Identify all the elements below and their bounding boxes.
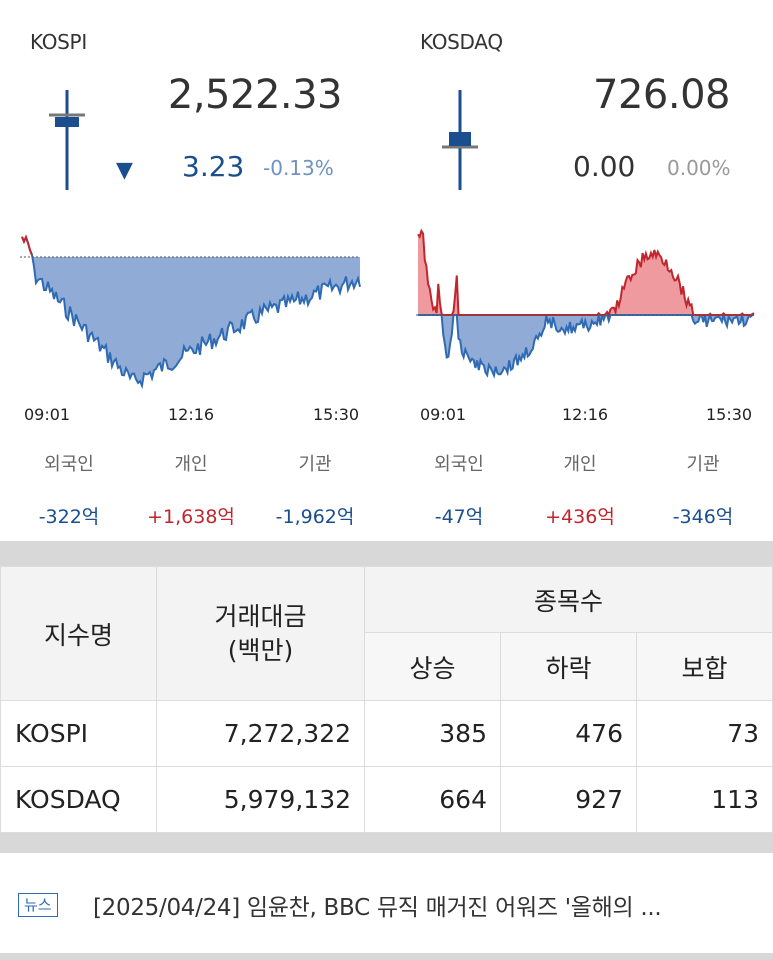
- investor-labels: 외국인 개인 기관: [0, 450, 370, 480]
- header-trade-volume: 거래대금 (백만): [156, 566, 365, 701]
- time-axis: 09:01 12:16 15:30: [0, 405, 370, 429]
- header-index-name: 지수명: [0, 566, 157, 701]
- investor-values: -47억 +436억 -346억: [400, 502, 770, 532]
- row-index-name: KOSPI: [0, 700, 157, 767]
- section-divider: [0, 833, 773, 853]
- index-value: 2,522.33: [167, 72, 343, 118]
- index-value: 726.08: [593, 72, 730, 118]
- section-divider: [0, 541, 773, 566]
- investor-labels: 외국인 개인 기관: [400, 450, 770, 480]
- investor-institution-value: -1,962억: [275, 506, 355, 528]
- investor-foreign-value: -47억: [434, 506, 484, 528]
- time-label: 09:01: [420, 405, 467, 424]
- change-percent: 0.00%: [667, 156, 731, 180]
- investor-institution-label: 기관: [298, 454, 332, 475]
- kosdaq-intraday-chart: [416, 228, 755, 379]
- row-volume: 5,979,132: [156, 766, 365, 833]
- time-label: 12:16: [562, 405, 609, 424]
- down-arrow-icon: ▼: [116, 158, 133, 183]
- kosdaq-candle-icon: [442, 90, 478, 190]
- row-volume: 7,272,322: [156, 700, 365, 767]
- kospi-panel[interactable]: KOSPI 2,522.33 ▼ 3.23 -0.13% 09:01 12:16…: [0, 0, 370, 540]
- change-value: 3.23: [182, 150, 245, 183]
- investor-institution-value: -346억: [672, 506, 734, 528]
- time-label: 09:01: [24, 405, 71, 424]
- news-headline[interactable]: [2025/04/24] 임윤찬, BBC 뮤직 매거진 어워즈 '올해의 ..…: [93, 895, 662, 921]
- investor-foreign-label: 외국인: [44, 454, 94, 475]
- row-rise: 385: [364, 700, 501, 767]
- index-summary-table: 지수명 거래대금 (백만) 종목수 상승 하락 보합 KOSPI 7,272,3…: [0, 566, 773, 833]
- header-issue-count: 종목수: [364, 566, 773, 633]
- investor-institution-label: 기관: [686, 454, 720, 475]
- investor-individual-label: 개인: [174, 454, 208, 475]
- news-badge: 뉴스: [18, 893, 58, 917]
- time-label: 12:16: [168, 405, 215, 424]
- header-unchanged: 보합: [636, 632, 773, 701]
- time-label: 15:30: [313, 405, 360, 424]
- table-row[interactable]: KOSDAQ 5,979,132 664 927 113: [0, 766, 773, 833]
- change-value: 0.00: [573, 150, 636, 183]
- investor-values: -322억 +1,638억 -1,962억: [0, 502, 370, 532]
- row-unchanged: 73: [636, 700, 773, 767]
- investor-foreign-label: 외국인: [434, 454, 484, 475]
- section-divider: [0, 953, 773, 960]
- kospi-candle-icon: [49, 90, 85, 190]
- header-rise: 상승: [364, 632, 501, 701]
- time-axis: 09:01 12:16 15:30: [400, 405, 770, 429]
- row-index-name: KOSDAQ: [0, 766, 157, 833]
- row-fall: 927: [500, 766, 637, 833]
- row-unchanged: 113: [636, 766, 773, 833]
- row-rise: 664: [364, 766, 501, 833]
- row-fall: 476: [500, 700, 637, 767]
- news-item[interactable]: 뉴스 [2025/04/24] 임윤찬, BBC 뮤직 매거진 어워즈 '올해의…: [18, 888, 758, 928]
- time-label: 15:30: [706, 405, 753, 424]
- change-percent: -0.13%: [263, 156, 334, 180]
- investor-individual-value: +436억: [545, 506, 615, 528]
- header-fall: 하락: [500, 632, 637, 701]
- table-row[interactable]: KOSPI 7,272,322 385 476 73: [0, 700, 773, 767]
- investor-foreign-value: -322억: [38, 506, 100, 528]
- investor-individual-label: 개인: [563, 454, 597, 475]
- kospi-intraday-chart: [20, 234, 361, 390]
- investor-individual-value: +1,638억: [147, 506, 235, 528]
- market-name: KOSDAQ: [420, 30, 503, 54]
- market-name: KOSPI: [30, 30, 87, 54]
- kosdaq-panel[interactable]: KOSDAQ 726.08 0.00 0.00% 09:01 12:16 15:…: [400, 0, 770, 540]
